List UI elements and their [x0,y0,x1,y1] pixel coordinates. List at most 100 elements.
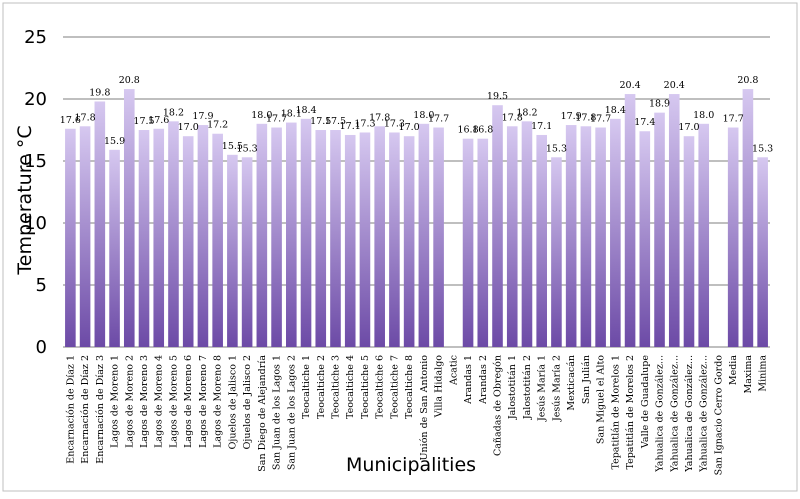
data-label: 18.0 [413,110,434,121]
x-tick-label: Yahualica de González... [699,355,710,473]
data-label: 17.0 [678,122,699,133]
y-tick-label: 0 [36,337,47,358]
bar [168,121,179,347]
bar [698,123,710,347]
data-label: 17.1 [340,121,361,132]
bar [109,149,120,347]
x-tick-label: Mexticacán [566,355,577,411]
x-tick-label: Minima [758,355,769,392]
x-tick-label: Jalostotitán 1 [507,355,518,420]
x-tick-label: Ojuelos de Jalisco 1 [227,355,238,449]
x-tick-label: San Julián [581,355,592,404]
bar [79,126,91,347]
x-tick-label: Lagos de Moreno 4 [154,355,165,448]
bar [654,112,665,347]
bar [492,105,503,347]
data-label: 17.0 [178,122,199,133]
data-label: 17.9 [192,111,213,122]
y-tick-label: 15 [24,151,47,172]
data-label: 19.5 [487,91,508,102]
data-label: 15.3 [237,143,258,154]
y-tick-label: 10 [24,213,47,234]
x-tick-label: Lagos de Moreno 2 [124,355,135,448]
bar [344,134,356,347]
data-label: 20.4 [619,80,640,91]
x-tick-label: Tepatitlán de Morelos 1 [610,355,621,470]
data-label: 18.2 [516,107,537,118]
bar [65,128,76,347]
x-tick-label: Teocaltiche 3 [330,355,341,419]
bar [639,131,651,347]
data-label: 17.5 [325,116,346,127]
x-tick-label: Jalostotitán 2 [522,355,533,420]
data-label: 17.5 [310,116,331,127]
bar [418,123,430,347]
data-label: 17.7 [266,114,287,125]
data-label: 15.9 [104,136,125,147]
x-tick-label: Yahualica de González... [684,355,695,473]
x-tick-label: Jesús María 2 [551,355,562,422]
data-label: 17.6 [148,115,169,126]
data-label: 17.2 [207,120,228,131]
x-tick-label: Tepatitlán de Morelos 2 [625,355,636,470]
bar [227,154,238,347]
x-tick-label: Arandas 2 [478,355,489,405]
x-tick-label: San Miguel el Alto [596,355,607,444]
bar [727,127,739,348]
bar [285,122,297,347]
x-tick-label: San Juan de los Lagos 2 [286,355,297,470]
data-label: 17.9 [561,111,582,122]
bar [462,138,474,347]
data-label: 17.1 [531,121,552,132]
bar [580,126,592,347]
x-tick-label: Yahualica de González... [655,355,666,473]
data-label: 15.3 [546,143,567,154]
y-tick-label: 5 [36,275,47,296]
bar [212,133,223,347]
x-axis-title: Municipalities [346,454,476,476]
x-tick-label: Lagos de Moreno 8 [213,355,224,448]
data-label: 17.8 [502,112,523,123]
bar [256,123,268,347]
x-tick-label: Encarnación de Díaz 2 [80,355,91,464]
data-label: 15.5 [222,141,243,152]
data-label: 18.4 [605,105,626,116]
data-label: 19.8 [89,87,110,98]
data-label: 18.1 [281,109,302,120]
data-label: 17.8 [75,112,96,123]
bar [506,126,518,347]
data-label: 18.4 [295,105,316,116]
x-tick-label: Encarnación de Díaz 1 [65,355,76,464]
x-tick-label: Unión de San Antonio [419,355,430,461]
x-tick-label: Acatic [448,355,459,386]
x-tick-label: Teocaltiche 4 [345,355,356,419]
data-label: 17.6 [60,115,81,126]
data-label: 20.4 [664,80,685,91]
y-tick-label: 20 [24,89,47,110]
bar [389,132,400,347]
x-tick-label: Teocaltiche 7 [389,355,400,419]
bar [182,136,194,347]
bar [521,121,533,347]
y-tick-label: 25 [24,27,47,48]
x-tick-label: Ojuelos de Jalisco 2 [242,355,253,449]
data-label: 15.3 [752,143,773,154]
x-tick-label: Encarnación de Díaz 3 [95,355,106,464]
bar [757,157,768,347]
data-label: 17.8 [369,112,390,123]
bar [624,94,636,347]
x-tick-label: Lagos de Moreno 6 [183,355,194,448]
bar [742,89,754,347]
x-tick-label: Villa Hidalgo [434,355,445,419]
data-labels: 17.617.819.815.920.817.517.618.217.017.9… [60,75,773,154]
data-label: 20.8 [737,75,758,86]
x-tick-label: Teocaltiche 1 [301,355,312,419]
bar [94,101,106,347]
bar [271,127,282,348]
data-label: 18.0 [693,110,714,121]
data-label: 18.0 [251,110,272,121]
bar [330,130,341,347]
x-tick-label: Lagos de Moreno 5 [168,355,179,448]
bars [65,89,768,348]
